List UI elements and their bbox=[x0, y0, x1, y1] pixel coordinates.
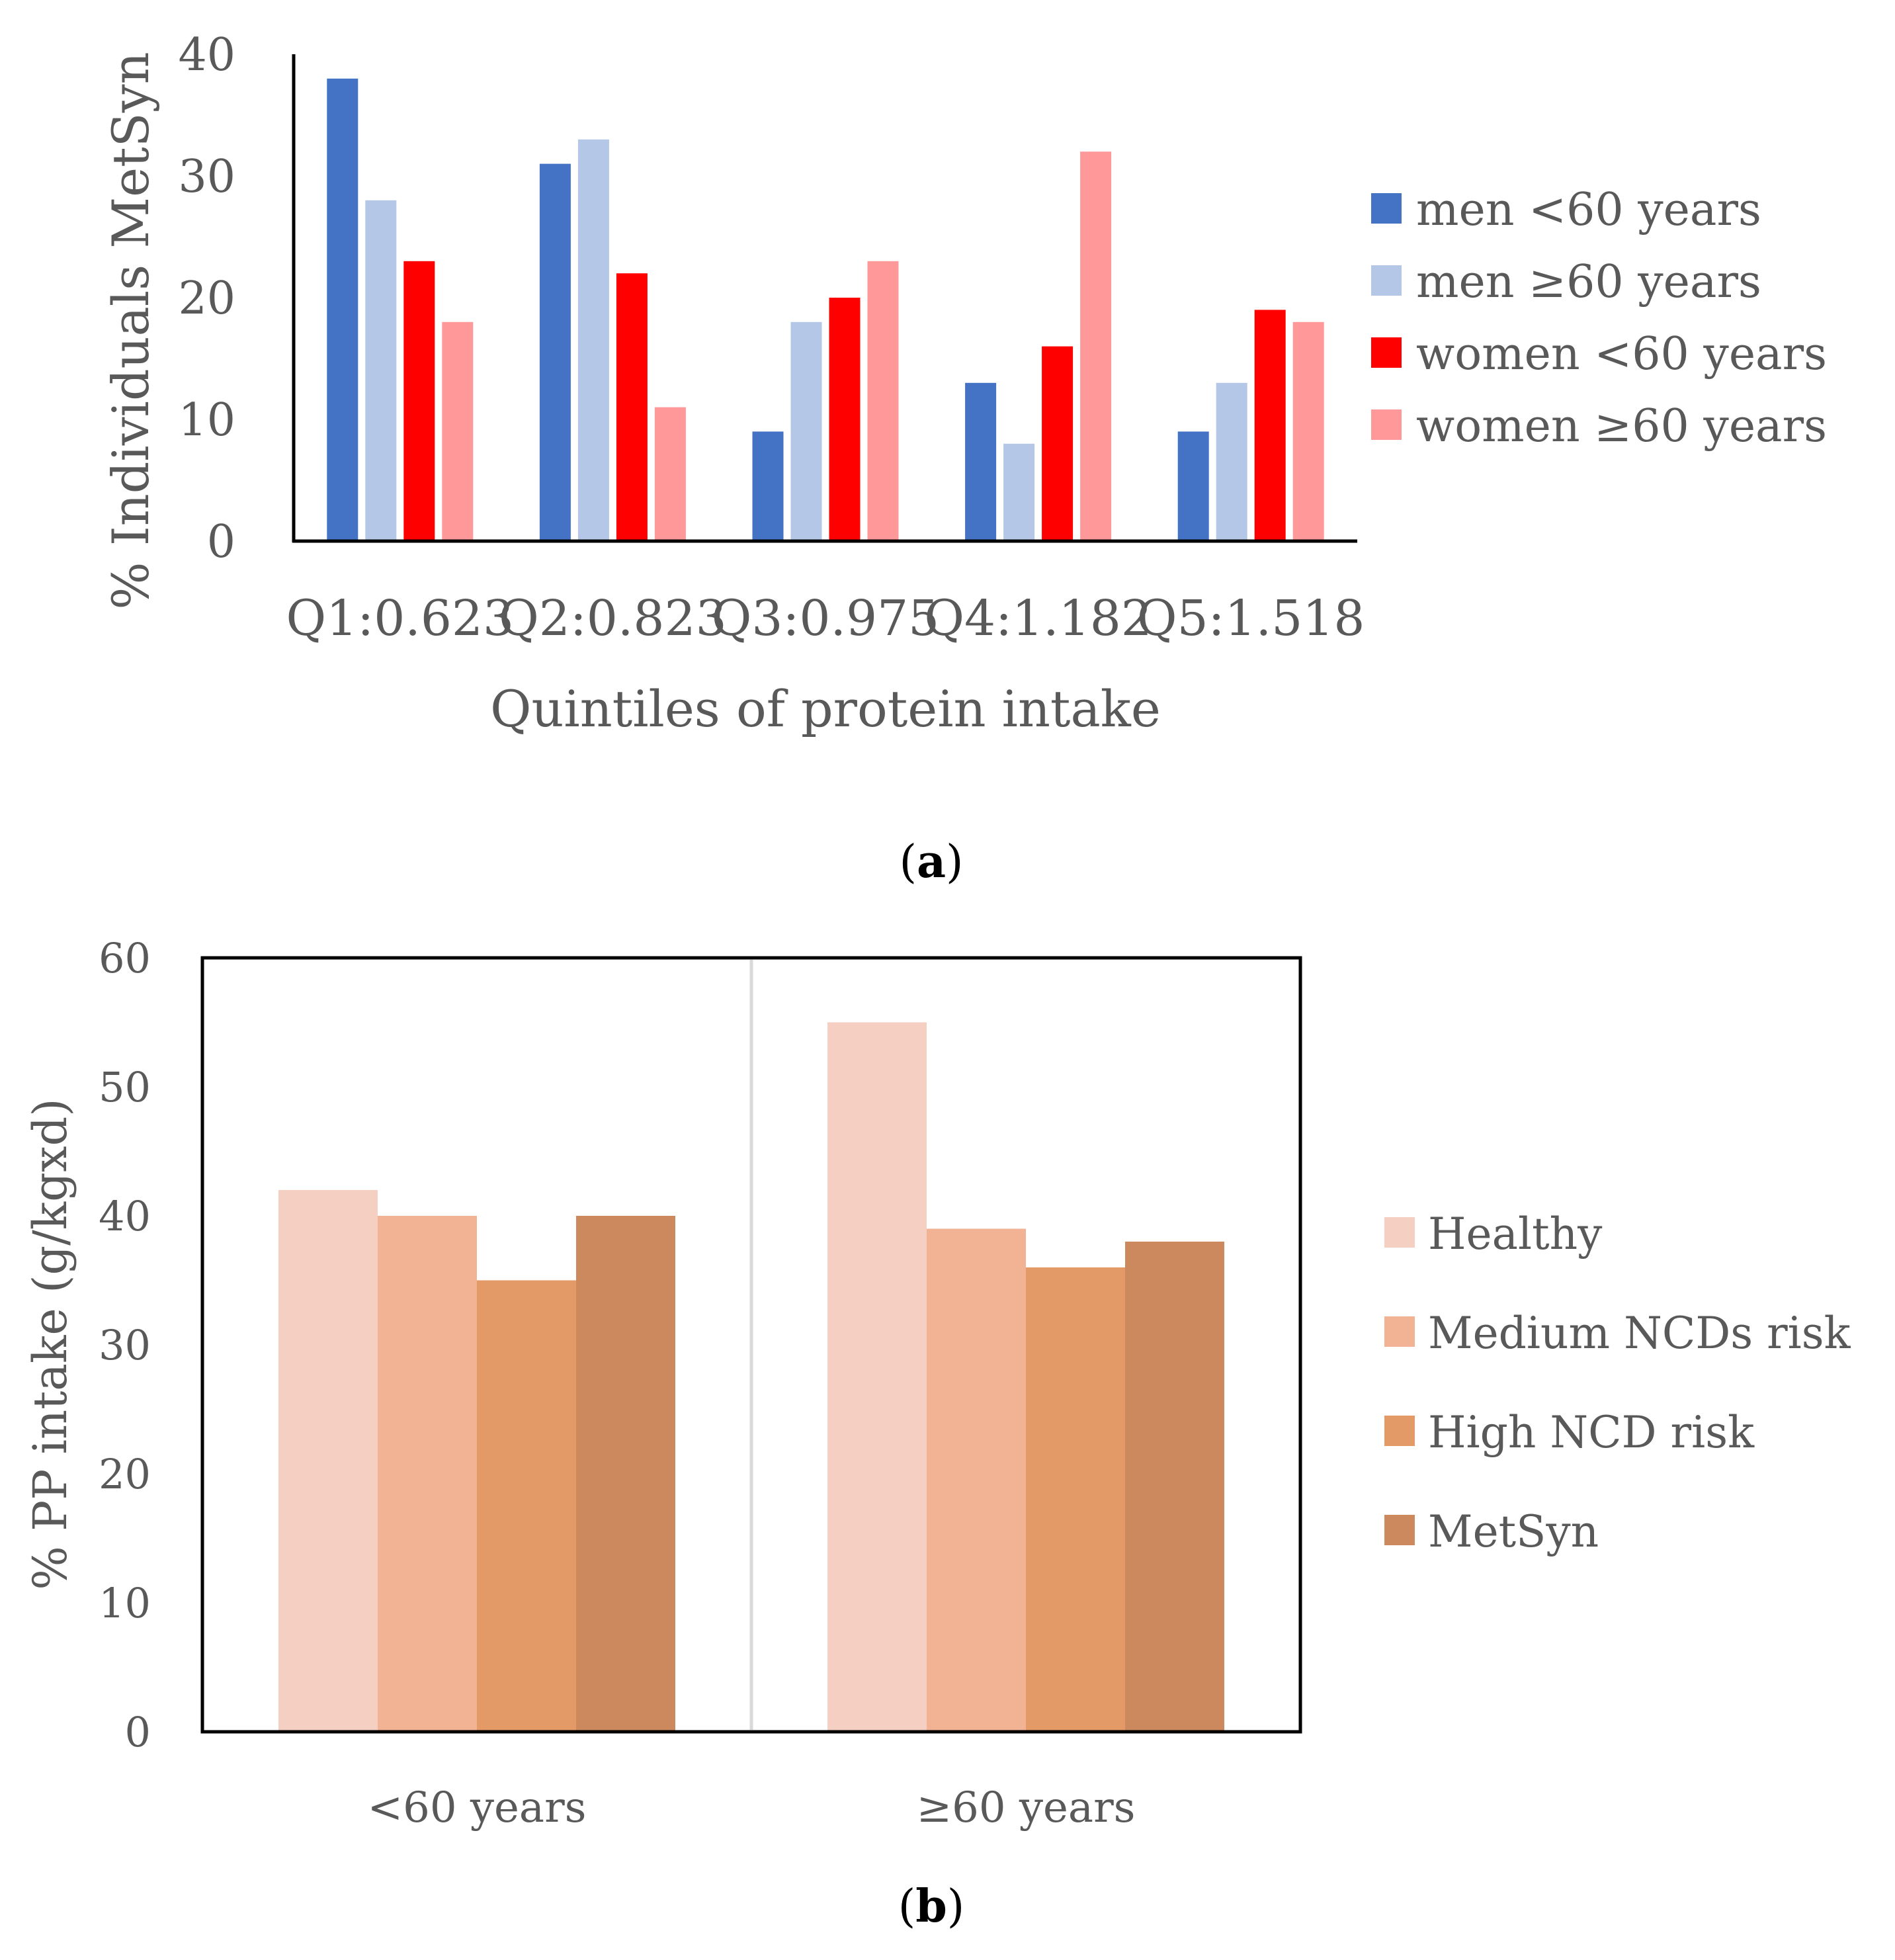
legend-label: men <60 years bbox=[1416, 184, 1761, 236]
bar-q1-series-0 bbox=[327, 78, 358, 542]
bar-q3-series-1 bbox=[790, 321, 822, 541]
x-tick-label: Q3:0.975 bbox=[712, 590, 940, 647]
bar-group-1-series-0 bbox=[827, 1022, 927, 1732]
bar-group-0-series-0 bbox=[278, 1190, 378, 1732]
y-tick-label: 50 bbox=[99, 1063, 151, 1111]
y-tick-label: 40 bbox=[178, 29, 235, 81]
bar-q2-series-1 bbox=[577, 139, 609, 542]
legend-label: MetSyn bbox=[1428, 1506, 1599, 1557]
bar-q5-series-3 bbox=[1292, 321, 1324, 541]
x-tick-label: Q5:1.518 bbox=[1137, 590, 1365, 647]
y-tick-label: 10 bbox=[99, 1579, 151, 1627]
bar-q4-series-2 bbox=[1042, 346, 1074, 541]
legend-swatch-2 bbox=[1371, 337, 1402, 368]
caption-b: (b) bbox=[898, 1880, 965, 1933]
x-tick-label: ≥60 years bbox=[916, 1783, 1135, 1832]
legend-swatch-3 bbox=[1371, 409, 1402, 440]
legend-swatch-1 bbox=[1371, 265, 1402, 296]
x-tick-label: Q4:1.182 bbox=[924, 590, 1152, 647]
bar-q2-series-0 bbox=[539, 163, 571, 542]
y-tick-label: 20 bbox=[99, 1450, 151, 1498]
y-tick-label: 60 bbox=[99, 934, 151, 982]
bar-q3-series-2 bbox=[829, 298, 861, 541]
bar-q4-series-0 bbox=[965, 382, 997, 541]
chart-b: 0 10 20 30 40 50 60 <60 years ≥60 years % PP inta… bbox=[23, 934, 1851, 1933]
x-tick-label: Q2:0.823 bbox=[499, 590, 727, 647]
x-axis-title: Quintiles of protein intake bbox=[490, 679, 1161, 738]
chart-a: 0 10 20 30 40 Q1:0.623Q2:0.823Q3:0.975Q4:1.18… bbox=[101, 29, 1827, 888]
legend-label: men ≥60 years bbox=[1416, 256, 1761, 308]
caption-a: (a) bbox=[899, 835, 963, 888]
legend-label: women ≥60 years bbox=[1416, 400, 1827, 452]
x-tick-label: <60 years bbox=[367, 1783, 586, 1832]
bar-q2-series-2 bbox=[616, 273, 648, 541]
legend-label: High NCD risk bbox=[1428, 1407, 1755, 1458]
bar-q1-series-3 bbox=[442, 321, 474, 541]
legend-swatch-1 bbox=[1384, 1316, 1415, 1347]
bar-q5-series-0 bbox=[1177, 431, 1209, 541]
bar-group-0-series-2 bbox=[477, 1280, 576, 1732]
bar-q1-series-2 bbox=[403, 261, 435, 541]
legend-swatch-0 bbox=[1371, 193, 1402, 224]
legend-label: women <60 years bbox=[1416, 328, 1827, 380]
bar-group-1-series-1 bbox=[927, 1228, 1026, 1732]
bar-q5-series-1 bbox=[1216, 382, 1247, 541]
y-tick-label: 30 bbox=[99, 1321, 151, 1369]
legend-swatch-3 bbox=[1384, 1515, 1415, 1545]
bar-group-1-series-2 bbox=[1026, 1267, 1125, 1732]
bar-group-1-series-3 bbox=[1125, 1242, 1224, 1732]
x-tick-label: Q1:0.623 bbox=[286, 590, 515, 647]
legend-label: Healthy bbox=[1428, 1209, 1603, 1259]
bar-q3-series-3 bbox=[867, 261, 899, 541]
y-tick-label: 30 bbox=[178, 151, 235, 203]
y-tick-label: 0 bbox=[207, 516, 235, 568]
bar-q5-series-2 bbox=[1254, 310, 1286, 541]
bar-q1-series-1 bbox=[365, 200, 397, 541]
bar-q2-series-3 bbox=[654, 407, 686, 541]
legend-swatch-2 bbox=[1384, 1416, 1415, 1446]
y-axis-title: % PP intake (g/kgxd) bbox=[23, 1098, 77, 1590]
y-tick-label: 40 bbox=[99, 1192, 151, 1240]
y-tick-label: 0 bbox=[125, 1708, 151, 1756]
y-tick-label: 20 bbox=[178, 273, 235, 325]
legend-label: Medium NCDs risk bbox=[1428, 1308, 1851, 1359]
bar-q4-series-1 bbox=[1003, 443, 1035, 541]
y-axis-title: % Individuals MetSyn bbox=[101, 52, 160, 609]
bar-group-0-series-1 bbox=[378, 1216, 477, 1732]
bar-q3-series-0 bbox=[752, 431, 784, 541]
bar-group-0-series-3 bbox=[576, 1216, 675, 1732]
legend-swatch-0 bbox=[1384, 1217, 1415, 1248]
y-tick-label: 10 bbox=[178, 394, 235, 447]
bar-q4-series-3 bbox=[1080, 151, 1112, 541]
